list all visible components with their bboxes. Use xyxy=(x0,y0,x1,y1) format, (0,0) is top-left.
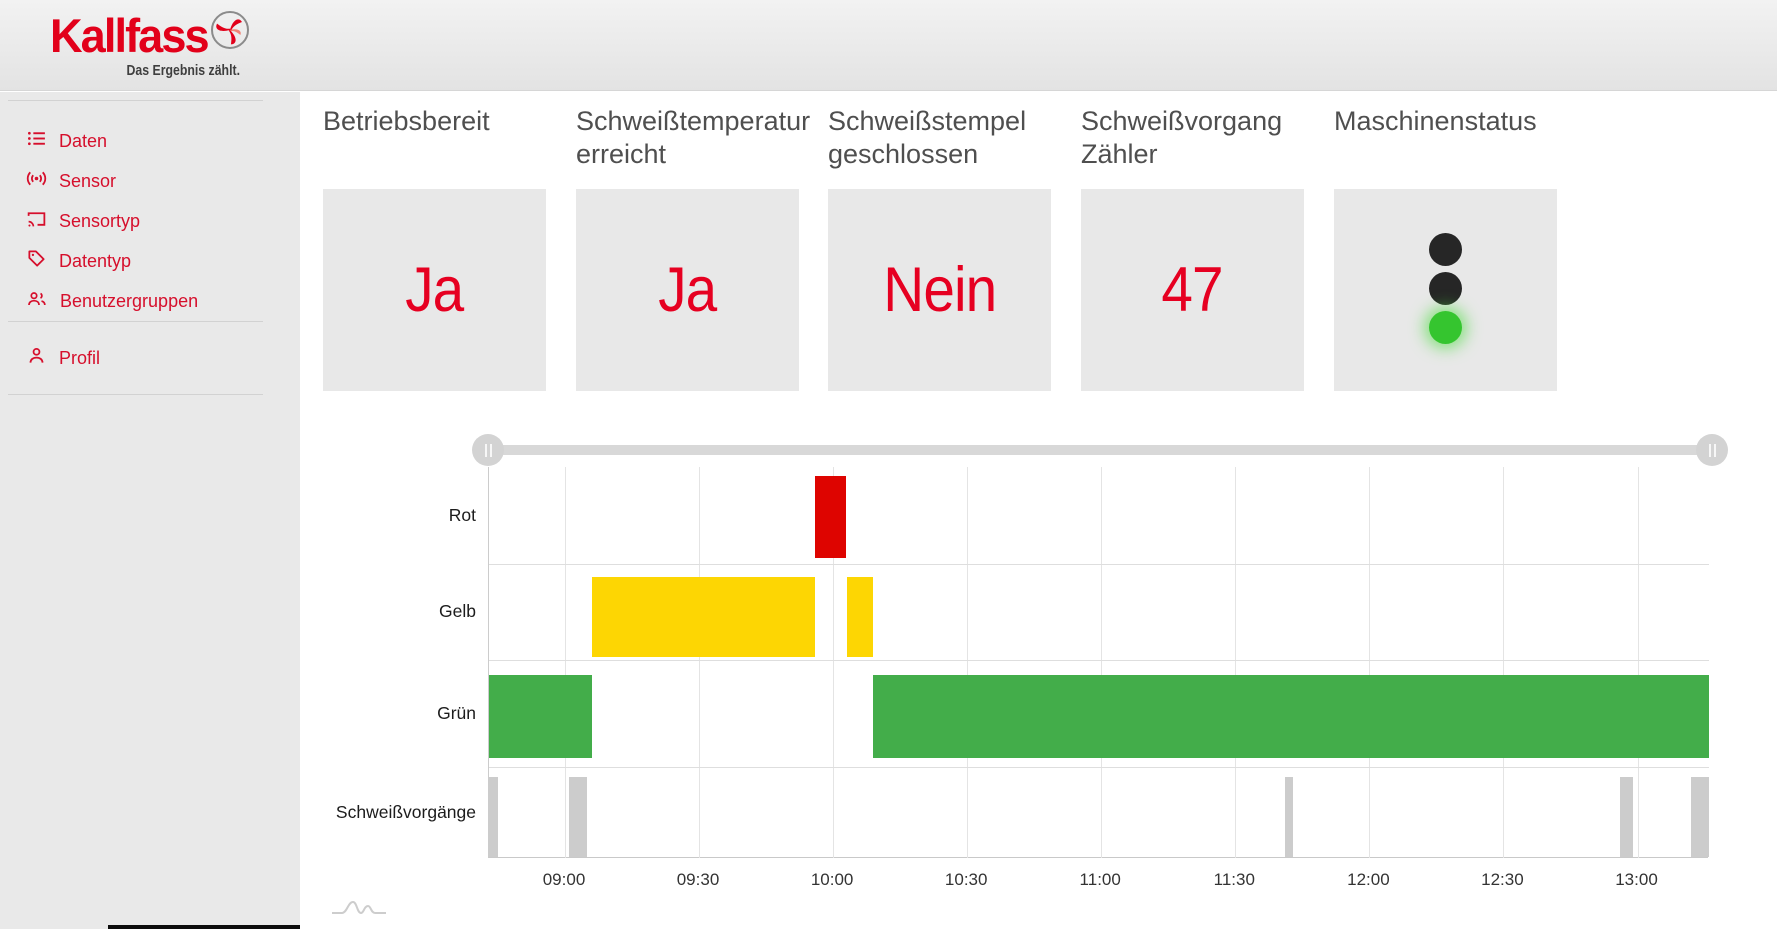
logo-text: Kallfass xyxy=(50,9,210,62)
gridline-vertical xyxy=(1235,467,1237,858)
sidebar-item-label: Profil xyxy=(59,347,101,368)
traffic-red-light xyxy=(1429,233,1462,266)
status-card-box xyxy=(1334,189,1557,391)
gridline-horizontal xyxy=(489,767,1709,768)
x-axis-tick-label: 13:00 xyxy=(1615,870,1658,889)
timeline-bar-schweißvorgänge xyxy=(1619,777,1633,857)
sidebar-divider xyxy=(8,394,263,395)
status-card-value: Ja xyxy=(405,255,464,325)
timeline-row-label: Grün xyxy=(437,702,476,723)
status-card-value: 47 xyxy=(1161,255,1224,325)
sidebar-item-datentyp[interactable]: Datentyp xyxy=(0,241,300,281)
traffic-green-light xyxy=(1429,311,1462,344)
tag-icon xyxy=(26,248,47,274)
timeline-bar-grün xyxy=(873,675,1709,758)
gridline-vertical xyxy=(833,467,835,858)
status-card-value: Nein xyxy=(882,255,997,325)
sidebar-item-label: Sensor xyxy=(59,170,117,191)
x-axis-tick-label: 12:30 xyxy=(1481,870,1524,889)
gridline-horizontal xyxy=(489,564,1709,565)
status-card-title: Schweißtemperatur erreicht xyxy=(576,106,811,169)
timeline-row-label: Gelb xyxy=(439,601,476,621)
timeline-range-slider-track[interactable] xyxy=(472,434,1728,466)
logo-tagline: Das Ergebnis zählt. xyxy=(126,62,240,79)
app-header: Kallfass Das Ergebnis zählt. xyxy=(0,0,1777,91)
logo-pinwheel-icon xyxy=(208,8,252,57)
x-axis-tick-label: 11:30 xyxy=(1213,870,1255,889)
machine-status-timeline: Rot Gelb Grün Schweißvorgänge 09:00 09:30 10:… xyxy=(336,467,1709,897)
status-card-box: 47 xyxy=(1081,189,1304,391)
status-card-title: Schweißvorgang Zähler xyxy=(1081,106,1283,169)
sidebar-divider xyxy=(8,321,263,322)
sidebar-item-sensor[interactable]: Sensor xyxy=(0,161,300,201)
sidebar-item-daten[interactable]: Daten xyxy=(0,121,300,161)
sidebar-item-label: Daten xyxy=(59,130,108,151)
gridline-vertical xyxy=(1503,467,1505,858)
sensor-icon xyxy=(26,168,47,194)
timeline-bar-grün xyxy=(489,675,592,758)
x-axis-tick-label: 09:00 xyxy=(542,870,586,889)
bottom-edge-strip xyxy=(108,925,300,929)
range-slider-left-handle[interactable] xyxy=(472,434,504,466)
timeline-bar-schweißvorgänge xyxy=(1284,777,1294,857)
traffic-yellow-light xyxy=(1429,272,1462,305)
status-card-box: Ja xyxy=(323,189,546,391)
sidebar-item-label: Sensortyp xyxy=(59,210,141,231)
timeline-bar-gelb xyxy=(591,577,816,657)
status-card: Maschinenstatus xyxy=(1334,105,1557,391)
sidebar-nav: Daten Sensor Sensortyp Datentyp Benutzer… xyxy=(0,92,300,929)
gridline-vertical xyxy=(967,467,969,858)
x-axis-tick-label: 12:00 xyxy=(1347,870,1390,889)
status-card-title: Betriebsbereit xyxy=(323,106,490,136)
timeline-bar-schweißvorgänge xyxy=(1691,777,1709,857)
x-axis-tick-label: 10:30 xyxy=(944,870,988,889)
timeline-bar-schweißvorgänge xyxy=(489,777,498,857)
cast-icon xyxy=(26,208,47,234)
status-card-title: Schweißstempel geschlossen xyxy=(828,106,1027,169)
timeline-row-label: Schweißvorgänge xyxy=(335,801,476,822)
timeline-plot-area: Rot Gelb Grün Schweißvorgänge xyxy=(336,467,1709,858)
range-slider-right-handle[interactable] xyxy=(1696,434,1728,466)
list-icon xyxy=(26,128,47,154)
gridline-vertical xyxy=(1369,467,1371,858)
status-card-box: Nein xyxy=(828,189,1051,391)
gridline-vertical xyxy=(565,467,566,858)
x-axis-tick-label: 11:00 xyxy=(1079,870,1121,889)
sidebar-item-label: Benutzergruppen xyxy=(60,290,199,311)
status-card-title: Maschinenstatus xyxy=(1334,106,1537,136)
sidebar-item-label: Datentyp xyxy=(59,250,132,271)
kallfass-logo[interactable]: Kallfass Das Ergebnis zählt. xyxy=(50,6,270,86)
x-axis-tick-label: 10:00 xyxy=(810,870,854,889)
sidebar-item-profil[interactable]: Profil xyxy=(0,338,300,378)
timeline-bar-gelb xyxy=(846,577,874,657)
status-card: Schweißtemperatur erreicht Ja xyxy=(576,105,810,391)
timeline-bar-rot xyxy=(815,476,847,558)
users-icon xyxy=(26,288,48,314)
sidebar-item-sensortyp[interactable]: Sensortyp xyxy=(0,201,300,241)
gridline-vertical xyxy=(1101,467,1103,858)
status-card-value: Ja xyxy=(658,255,717,325)
person-icon xyxy=(26,345,47,371)
gridline-vertical xyxy=(1637,467,1639,858)
x-axis-tick-label: 09:30 xyxy=(676,870,720,889)
status-card: Schweißvorgang Zähler 47 xyxy=(1081,105,1304,391)
status-card: Betriebsbereit Ja xyxy=(323,105,546,391)
sidebar-divider xyxy=(8,100,263,101)
timeline-row-label: Rot xyxy=(448,504,476,525)
timeline-bar-schweißvorgänge xyxy=(569,777,588,857)
status-card-box: Ja xyxy=(576,189,799,391)
range-selector-mini-chart-icon[interactable] xyxy=(330,894,388,923)
status-card: Schweißstempel geschlossen Nein xyxy=(828,105,1051,391)
gridline-vertical xyxy=(699,467,700,858)
gridline-horizontal xyxy=(489,660,1709,661)
traffic-light xyxy=(1334,233,1557,344)
sidebar-item-benutzergruppen[interactable]: Benutzergruppen xyxy=(0,281,300,321)
